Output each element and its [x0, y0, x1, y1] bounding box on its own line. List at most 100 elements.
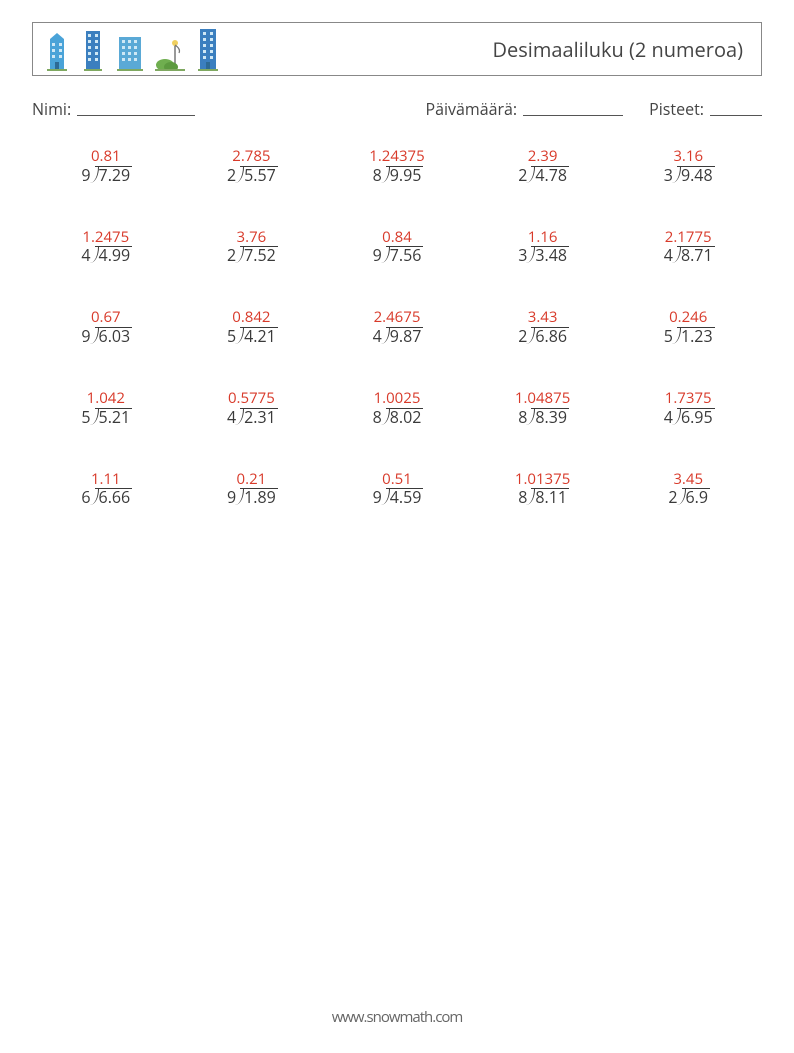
problem-cell: 3.4326.86 — [475, 309, 611, 346]
division-expression: 42.31 — [227, 408, 276, 427]
dividend-wrap: 7.29 — [93, 166, 131, 185]
answer-value: 1.0025 — [374, 390, 421, 407]
header-box: Desimaaliluku (2 numeroa) — [32, 22, 762, 76]
worksheet-title: Desimaaliluku (2 numeroa) — [493, 36, 743, 63]
answer-value: 1.24375 — [369, 148, 424, 165]
answer-value: 1.16 — [528, 229, 558, 246]
division-expression: 96.03 — [81, 327, 130, 346]
answer-value: 1.04875 — [515, 390, 570, 407]
name-blank[interactable] — [77, 98, 195, 116]
division-expression: 55.21 — [81, 408, 130, 427]
dividend-value: 6.03 — [99, 325, 131, 347]
answer-value: 0.81 — [91, 148, 121, 165]
division-expression: 26.9 — [668, 488, 708, 507]
problem-cell: 1.737546.95 — [620, 390, 756, 427]
dividend-wrap: 8.71 — [675, 246, 713, 265]
division-expression: 51.23 — [664, 327, 713, 346]
dividend-wrap: 8.39 — [529, 408, 567, 427]
name-label: Nimi: — [32, 98, 71, 120]
answer-value: 0.67 — [91, 309, 121, 326]
dividend-wrap: 7.52 — [238, 246, 276, 265]
dividend-wrap: 5.57 — [238, 166, 276, 185]
problem-cell: 3.7627.52 — [184, 229, 320, 266]
answer-value: 2.39 — [528, 148, 558, 165]
building-icon-4 — [195, 27, 221, 71]
dividend-value: 6.95 — [681, 406, 713, 428]
dividend-value: 7.52 — [244, 244, 276, 266]
building-icon-2 — [81, 29, 105, 71]
dividend-wrap: 3.48 — [529, 246, 567, 265]
problem-cell: 0.5194.59 — [329, 471, 465, 508]
division-expression: 94.59 — [373, 488, 422, 507]
problem-cell: 1.1633.48 — [475, 229, 611, 266]
dividend-value: 4.21 — [244, 325, 276, 347]
problem-cell: 1.2437589.95 — [329, 148, 465, 185]
info-row: Nimi: Päivämäärä: Pisteet: — [32, 98, 762, 120]
problem-grid: 0.8197.292.78525.571.2437589.952.3924.78… — [32, 148, 762, 507]
division-expression: 25.57 — [227, 166, 276, 185]
problem-cell: 0.24651.23 — [620, 309, 756, 346]
division-expression: 88.11 — [518, 488, 567, 507]
division-expression: 27.52 — [227, 246, 276, 265]
division-expression: 88.39 — [518, 408, 567, 427]
problem-cell: 2.177548.71 — [620, 229, 756, 266]
division-expression: 46.95 — [664, 408, 713, 427]
dividend-wrap: 8.11 — [529, 488, 567, 507]
problem-cell: 0.2191.89 — [184, 471, 320, 508]
dividend-wrap: 6.86 — [529, 327, 567, 346]
problem-cell: 0.84254.21 — [184, 309, 320, 346]
dividend-value: 2.31 — [244, 406, 276, 428]
dividend-wrap: 9.48 — [675, 166, 713, 185]
answer-value: 0.5775 — [228, 390, 275, 407]
problem-cell: 1.0137588.11 — [475, 471, 611, 508]
dividend-value: 6.9 — [686, 486, 709, 508]
dividend-value: 4.99 — [99, 244, 131, 266]
problem-cell: 2.3924.78 — [475, 148, 611, 185]
answer-value: 0.842 — [232, 309, 270, 326]
dividend-wrap: 4.59 — [384, 488, 422, 507]
answer-value: 1.11 — [91, 471, 121, 488]
division-expression: 33.48 — [518, 246, 567, 265]
building-icon-1 — [43, 33, 71, 71]
division-expression: 54.21 — [227, 327, 276, 346]
dividend-value: 8.11 — [535, 486, 567, 508]
date-blank[interactable] — [523, 98, 623, 116]
bush-lamp-icon — [155, 37, 185, 71]
answer-value: 1.042 — [87, 390, 125, 407]
dividend-wrap: 8.02 — [384, 408, 422, 427]
division-expression: 48.71 — [664, 246, 713, 265]
score-blank[interactable] — [710, 98, 762, 116]
dividend-value: 4.59 — [390, 486, 422, 508]
division-expression: 49.87 — [373, 327, 422, 346]
problem-cell: 1.247544.99 — [38, 229, 174, 266]
division-expression: 97.56 — [373, 246, 422, 265]
dividend-value: 1.23 — [681, 325, 713, 347]
answer-value: 3.43 — [528, 309, 558, 326]
problem-cell: 3.1639.48 — [620, 148, 756, 185]
problem-cell: 0.8497.56 — [329, 229, 465, 266]
problem-cell: 3.4526.9 — [620, 471, 756, 508]
problem-cell: 0.577542.31 — [184, 390, 320, 427]
answer-value: 2.1775 — [665, 229, 712, 246]
dividend-wrap: 7.56 — [384, 246, 422, 265]
dividend-value: 7.56 — [390, 244, 422, 266]
answer-value: 0.21 — [237, 471, 267, 488]
dividend-wrap: 6.95 — [675, 408, 713, 427]
problem-cell: 1.1166.66 — [38, 471, 174, 508]
dividend-wrap: 6.66 — [93, 488, 131, 507]
division-expression: 39.48 — [664, 166, 713, 185]
date-label: Päivämäärä: — [425, 98, 517, 120]
answer-value: 3.45 — [673, 471, 703, 488]
dividend-wrap: 4.99 — [93, 246, 131, 265]
dividend-value: 8.71 — [681, 244, 713, 266]
division-expression: 89.95 — [373, 166, 422, 185]
answer-value: 1.01375 — [515, 471, 570, 488]
dividend-value: 9.87 — [390, 325, 422, 347]
answer-value: 1.2475 — [82, 229, 129, 246]
answer-value: 2.785 — [232, 148, 270, 165]
division-expression: 91.89 — [227, 488, 276, 507]
score-label: Pisteet: — [649, 98, 704, 120]
dividend-value: 7.29 — [99, 164, 131, 186]
problem-cell: 2.467549.87 — [329, 309, 465, 346]
dividend-wrap: 6.9 — [680, 488, 709, 507]
